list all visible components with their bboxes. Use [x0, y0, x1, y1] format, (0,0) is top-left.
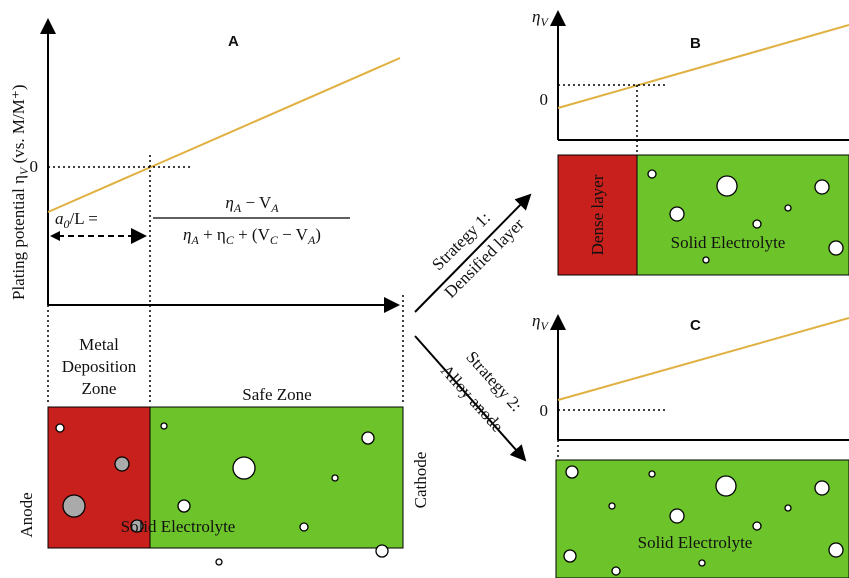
equation-lhs: a0/L =	[55, 209, 98, 231]
axis-label: ηV	[532, 311, 549, 333]
pore	[703, 257, 709, 263]
pore	[717, 176, 737, 196]
pore	[753, 522, 761, 530]
text-part: η	[532, 7, 540, 26]
text-part: η	[225, 193, 233, 212]
zone-label: Deposition	[62, 357, 137, 376]
zone-label: Safe Zone	[242, 385, 311, 404]
electrolyte-label: Solid Electrolyte	[671, 233, 786, 252]
denominator: ηA + ηC + (VC − VA)	[183, 225, 321, 247]
pore	[362, 432, 374, 444]
pore	[115, 457, 129, 471]
potential-line	[558, 318, 849, 400]
zone-label: Metal	[79, 335, 119, 354]
text-part: Plating potential η	[9, 175, 28, 300]
text-part: − V	[241, 193, 272, 212]
potential-line	[48, 58, 400, 212]
cathode-label: Cathode	[411, 452, 430, 509]
pore	[829, 543, 843, 557]
pore	[63, 495, 85, 517]
pore	[161, 423, 167, 429]
diagram: APlating potential ηV (vs. M/M⁺)0a0/L =η…	[0, 0, 849, 578]
dense-label: Dense layer	[588, 174, 607, 255]
subscript: V	[540, 15, 549, 29]
subscript: A	[270, 201, 279, 215]
strategy-arrow	[415, 195, 530, 312]
text-part: )	[315, 225, 321, 244]
panel-label: A	[228, 33, 239, 50]
electrolyte	[637, 155, 849, 275]
zone-label: Zone	[82, 379, 117, 398]
pore	[376, 545, 388, 557]
text-part: /L =	[70, 209, 98, 228]
pore	[670, 509, 684, 523]
subscript: V	[540, 319, 549, 333]
anode-label: Anode	[17, 492, 36, 537]
pore	[716, 476, 736, 496]
potential-line	[558, 25, 849, 108]
text-part: η	[183, 225, 191, 244]
zero-label: 0	[540, 90, 549, 109]
pore	[609, 503, 615, 509]
zero-label: 0	[540, 401, 549, 420]
pore	[648, 170, 656, 178]
arrow-head	[50, 231, 60, 241]
panel-label: B	[690, 35, 701, 52]
zero-label: 0	[30, 157, 39, 176]
electrolyte-label: Solid Electrolyte	[638, 533, 753, 552]
pore	[829, 241, 843, 255]
pore	[564, 550, 576, 562]
pore	[332, 475, 338, 481]
pore	[216, 559, 222, 565]
pore	[566, 466, 578, 478]
text-part: − V	[278, 225, 309, 244]
panel-label: C	[690, 317, 701, 334]
text-part: η	[532, 311, 540, 330]
numerator: ηA − VA	[225, 193, 279, 215]
pore	[649, 471, 655, 477]
pore	[753, 220, 761, 228]
pore	[178, 500, 190, 512]
pore	[233, 457, 255, 479]
pore	[612, 567, 620, 575]
text-part: + (V	[234, 225, 271, 244]
pore	[815, 481, 829, 495]
text-part: + η	[199, 225, 226, 244]
panel-a	[48, 20, 403, 565]
text-part: (vs. M/M⁺)	[9, 84, 28, 167]
pore	[815, 180, 829, 194]
y-axis-label: Plating potential ηV (vs. M/M⁺)	[9, 84, 31, 300]
pore	[56, 424, 64, 432]
text-part: a	[55, 209, 64, 228]
electrolyte-label: Solid Electrolyte	[121, 517, 236, 536]
pore	[300, 523, 308, 531]
pore	[785, 205, 791, 211]
pore	[785, 505, 791, 511]
pore	[670, 207, 684, 221]
pore	[699, 560, 705, 566]
axis-label: ηV	[532, 7, 549, 29]
